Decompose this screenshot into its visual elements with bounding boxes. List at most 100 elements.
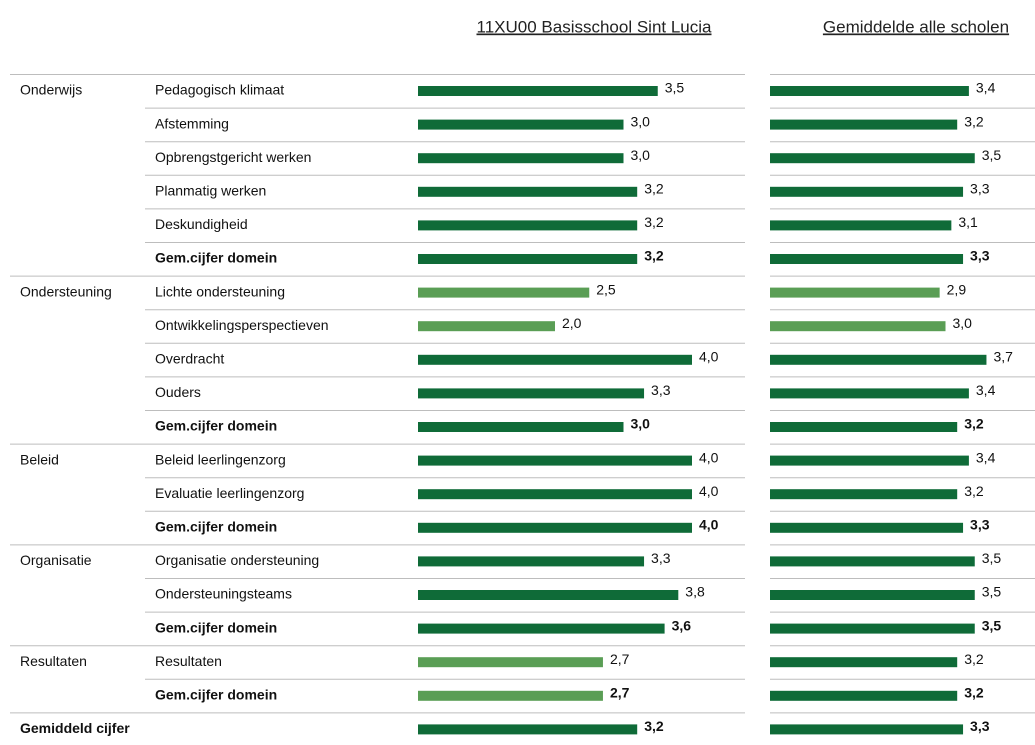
item-label: Gem.cijfer domein: [155, 687, 277, 703]
bar: [418, 690, 603, 701]
bar: [770, 590, 975, 600]
item-label: Gem.cijfer domein: [155, 619, 277, 635]
bar: [770, 354, 987, 365]
bar: [770, 119, 958, 130]
bar: [418, 388, 645, 399]
domain-label: Beleid: [20, 451, 59, 467]
bar: [418, 254, 638, 264]
bar: [418, 354, 692, 365]
item-label: Afstemming: [155, 115, 229, 131]
value-label: 3,5: [982, 147, 1002, 163]
value-label: 3,2: [964, 483, 984, 499]
value-label: 3,4: [976, 382, 996, 398]
value-label: 3,4: [976, 80, 996, 96]
bar: [418, 455, 692, 466]
value-label: 3,3: [970, 718, 990, 734]
value-label: 2,7: [610, 685, 630, 701]
bar: [770, 556, 975, 567]
item-label: Ouders: [155, 384, 201, 400]
value-label: 3,1: [958, 214, 978, 230]
value-label: 2,5: [596, 281, 616, 297]
bar: [418, 657, 603, 668]
item-label: Ontwikkelingsperspectieven: [155, 317, 329, 333]
value-label: 3,2: [644, 181, 664, 197]
value-label: 4,0: [699, 449, 719, 465]
bar: [770, 186, 964, 197]
value-label: 3,3: [970, 517, 990, 533]
value-label: 3,7: [993, 349, 1013, 365]
item-label: Ondersteuningsteams: [155, 586, 292, 602]
item-label: Opbrengstgericht werken: [155, 149, 311, 165]
item-label: Pedagogisch klimaat: [155, 82, 284, 98]
value-label: 4,0: [699, 517, 719, 533]
value-label: 4,0: [699, 483, 719, 499]
column-header: 11XU00 Basisschool Sint Lucia: [477, 17, 713, 36]
item-label: Planmatig werken: [155, 183, 266, 199]
bar: [418, 422, 624, 432]
value-label: 3,2: [964, 113, 984, 129]
value-label: 3,0: [631, 113, 651, 129]
bar: [770, 254, 964, 264]
bar: [418, 321, 555, 332]
bar: [418, 119, 624, 130]
value-label: 3,5: [665, 80, 685, 96]
value-label: 3,2: [964, 651, 984, 667]
value-label: 3,5: [982, 617, 1002, 633]
value-label: 3,8: [685, 584, 705, 600]
value-label: 3,4: [976, 449, 996, 465]
value-label: 3,5: [982, 584, 1002, 600]
item-label: Deskundigheid: [155, 216, 248, 232]
bar: [770, 657, 958, 668]
bar: [418, 220, 638, 231]
domain-label: Gemiddeld cijfer: [20, 720, 130, 736]
column-header: Gemiddelde alle scholen: [823, 17, 1009, 36]
bar: [770, 489, 958, 500]
domain-label: Organisatie: [20, 552, 92, 568]
value-label: 3,2: [644, 248, 664, 264]
bar: [418, 287, 590, 298]
item-label: Lichte ondersteuning: [155, 283, 285, 299]
value-label: 2,7: [610, 651, 630, 667]
value-label: 3,3: [651, 382, 671, 398]
value-label: 3,2: [644, 214, 664, 230]
value-label: 4,0: [699, 349, 719, 365]
bar: [418, 489, 692, 500]
bar: [770, 623, 975, 634]
value-label: 3,3: [651, 550, 671, 566]
item-label: Overdracht: [155, 351, 224, 367]
value-label: 3,0: [631, 416, 651, 432]
domain-label: Ondersteuning: [20, 283, 112, 299]
item-label: Evaluatie leerlingenzorg: [155, 485, 304, 501]
item-label: Beleid leerlingenzorg: [155, 451, 286, 467]
item-label: Gem.cijfer domein: [155, 250, 277, 266]
bar: [418, 724, 638, 735]
bar: [770, 422, 958, 432]
bar: [770, 690, 958, 701]
bar: [418, 86, 658, 96]
bar: [418, 556, 645, 567]
bar: [418, 623, 665, 634]
bar: [770, 321, 946, 332]
value-label: 3,5: [982, 550, 1002, 566]
value-label: 3,2: [964, 685, 984, 701]
bar: [770, 522, 964, 533]
value-label: 3,3: [970, 181, 990, 197]
item-label: Organisatie ondersteuning: [155, 552, 319, 568]
domain-label: Onderwijs: [20, 82, 82, 98]
value-label: 2,0: [562, 315, 582, 331]
bar: [770, 153, 975, 164]
bar: [770, 388, 969, 399]
bar: [418, 153, 624, 164]
value-label: 2,9: [947, 281, 967, 297]
bar: [418, 522, 692, 533]
value-label: 3,2: [964, 416, 984, 432]
value-label: 3,0: [953, 315, 973, 331]
value-label: 3,0: [631, 147, 651, 163]
bar: [770, 287, 940, 298]
item-label: Gem.cijfer domein: [155, 418, 277, 434]
value-label: 3,6: [672, 617, 692, 633]
bar: [418, 590, 679, 600]
bar: [770, 724, 964, 735]
bar: [770, 455, 969, 466]
